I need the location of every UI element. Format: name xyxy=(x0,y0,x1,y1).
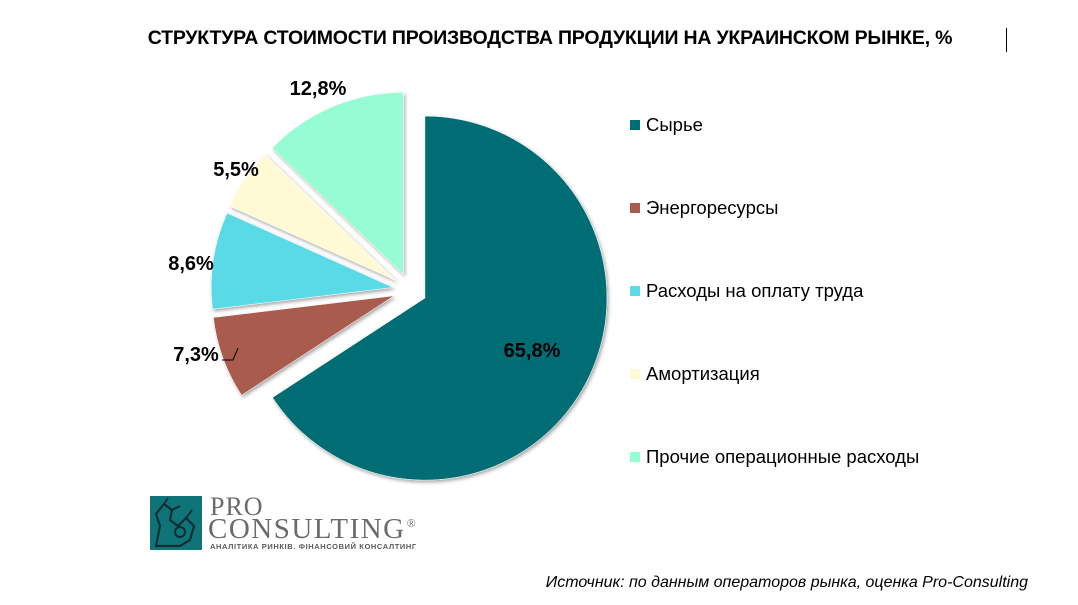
logo-registered-mark: ® xyxy=(406,516,418,531)
legend-label: Энергоресурсы xyxy=(646,197,779,218)
legend-label: Амортизация xyxy=(646,363,760,384)
logo-emblem xyxy=(150,496,202,550)
leader-line-energy xyxy=(222,347,239,361)
data-label-энергоресурсы: 7,3% xyxy=(173,344,219,366)
legend-item-прочие-операционные-расходы: Прочие операционные расходы xyxy=(630,444,919,470)
pie-slice-расходы-на-оплату-труда xyxy=(210,212,395,310)
legend-swatch xyxy=(630,286,640,296)
logo-consulting-word: CONSULTING xyxy=(208,513,406,545)
logo-pro-text: PRO xyxy=(210,492,264,521)
pie-slice-прочие-операционные-расходы xyxy=(271,92,404,275)
legend-label: Расходы на оплату труда xyxy=(646,280,864,301)
legend-swatch xyxy=(630,452,640,462)
pie-slice-амортизация xyxy=(229,153,397,281)
logo-consulting-text: CONSULTING® xyxy=(208,513,417,546)
legend-label: Сырье xyxy=(646,114,703,135)
logo-tagline: АНАЛІТИКА РИНКІВ. ФІНАНСОВИЙ КОНСАЛТИНГ xyxy=(210,542,417,551)
data-label-сырье: 65,8% xyxy=(504,340,561,362)
legend-swatch xyxy=(630,120,640,130)
pie-data-labels: 65,8% 7,3% 8,6% 5,5% 12,8% xyxy=(168,78,560,366)
legend-item-сырье: Сырье xyxy=(630,112,703,138)
data-label-расходы-на-оплату-труда: 8,6% xyxy=(168,253,214,275)
pie-slices xyxy=(210,92,608,481)
pie-slice-сырье xyxy=(272,115,608,481)
source-note: Источник: по данным операторов рынка, оц… xyxy=(545,574,1028,591)
title-divider xyxy=(1006,28,1007,52)
chart-title: СТРУКТУРА СТОИМОСТИ ПРОИЗВОДСТВА ПРОДУКЦ… xyxy=(147,27,953,49)
data-label-прочие-операционные-расходы: 12,8% xyxy=(290,78,347,100)
legend-item-энергоресурсы: Энергоресурсы xyxy=(630,195,778,221)
legend-label: Прочие операционные расходы xyxy=(646,446,920,467)
legend-item-амортизация: Амортизация xyxy=(630,361,760,387)
pro-consulting-logo: PRO CONSULTING® АНАЛІТИКА РИНКІВ. ФІНАНС… xyxy=(150,492,416,552)
legend-swatch xyxy=(630,369,640,379)
legend-item-расходы-на-оплату-труда: Расходы на оплату труда xyxy=(630,278,863,304)
legend-swatch xyxy=(630,203,640,213)
data-label-амортизация: 5,5% xyxy=(213,159,259,181)
pie-slice-энергоресурсы xyxy=(213,295,395,396)
